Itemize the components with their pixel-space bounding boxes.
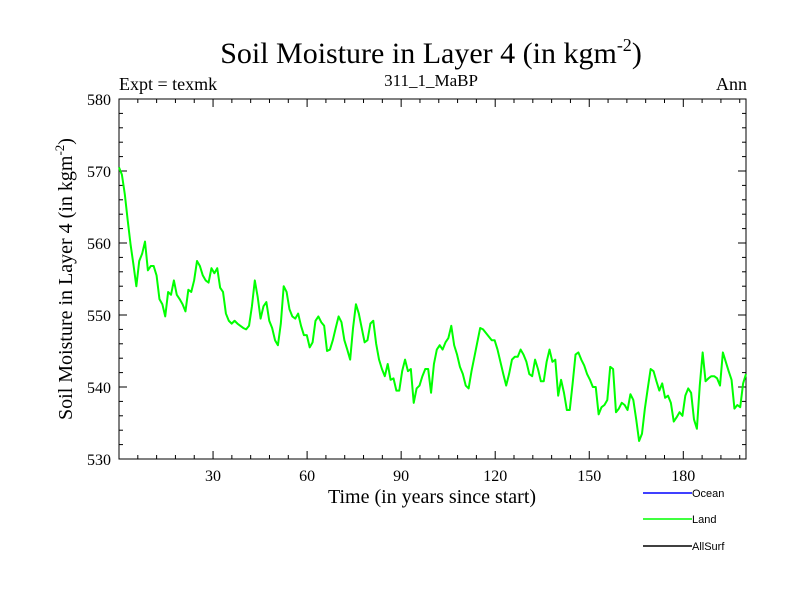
y-axis-label-superscript: -2 [52,145,67,156]
subtitle-right: Ann [716,74,747,94]
x-tick-label: 150 [577,468,601,485]
plot-frame [118,98,747,460]
x-axis-label: Time (in years since start) [328,486,536,508]
y-tick-label: 540 [87,380,111,397]
chart-title-close: ) [632,37,642,70]
legend-label-allsurf: AllSurf [692,541,725,553]
x-tick-label: 180 [671,468,695,485]
x-axis: 30 60 90 120 150 180 [137,99,741,485]
y-tick-label: 560 [87,236,111,253]
x-tick-label: 120 [483,468,507,485]
x-tick-label: 60 [299,468,315,485]
y-tick-label: 530 [87,452,111,469]
y-axis: 530 540 550 560 570 580 [87,92,746,469]
subtitle-left: Expt = texmk [119,74,217,94]
y-axis-label: Soil Moisture in Layer 4 (in kgm-2) [52,138,77,420]
legend-label-ocean: Ocean [692,488,724,500]
legend: Ocean Land AllSurf [643,488,725,553]
x-tick-label: 90 [393,468,409,485]
y-axis-label-close: ) [55,138,77,145]
y-tick-label: 570 [87,164,111,181]
chart-title-superscript: -2 [617,35,632,55]
x-tick-label: 30 [205,468,221,485]
legend-label-land: Land [692,514,716,526]
y-tick-label: 550 [87,308,111,325]
series-line-land [118,167,747,442]
subtitle-center: 311_1_MaBP [384,71,478,90]
y-tick-label: 580 [87,92,111,109]
chart-title: Soil Moisture in Layer 4 (in kgm-2) [220,35,642,70]
